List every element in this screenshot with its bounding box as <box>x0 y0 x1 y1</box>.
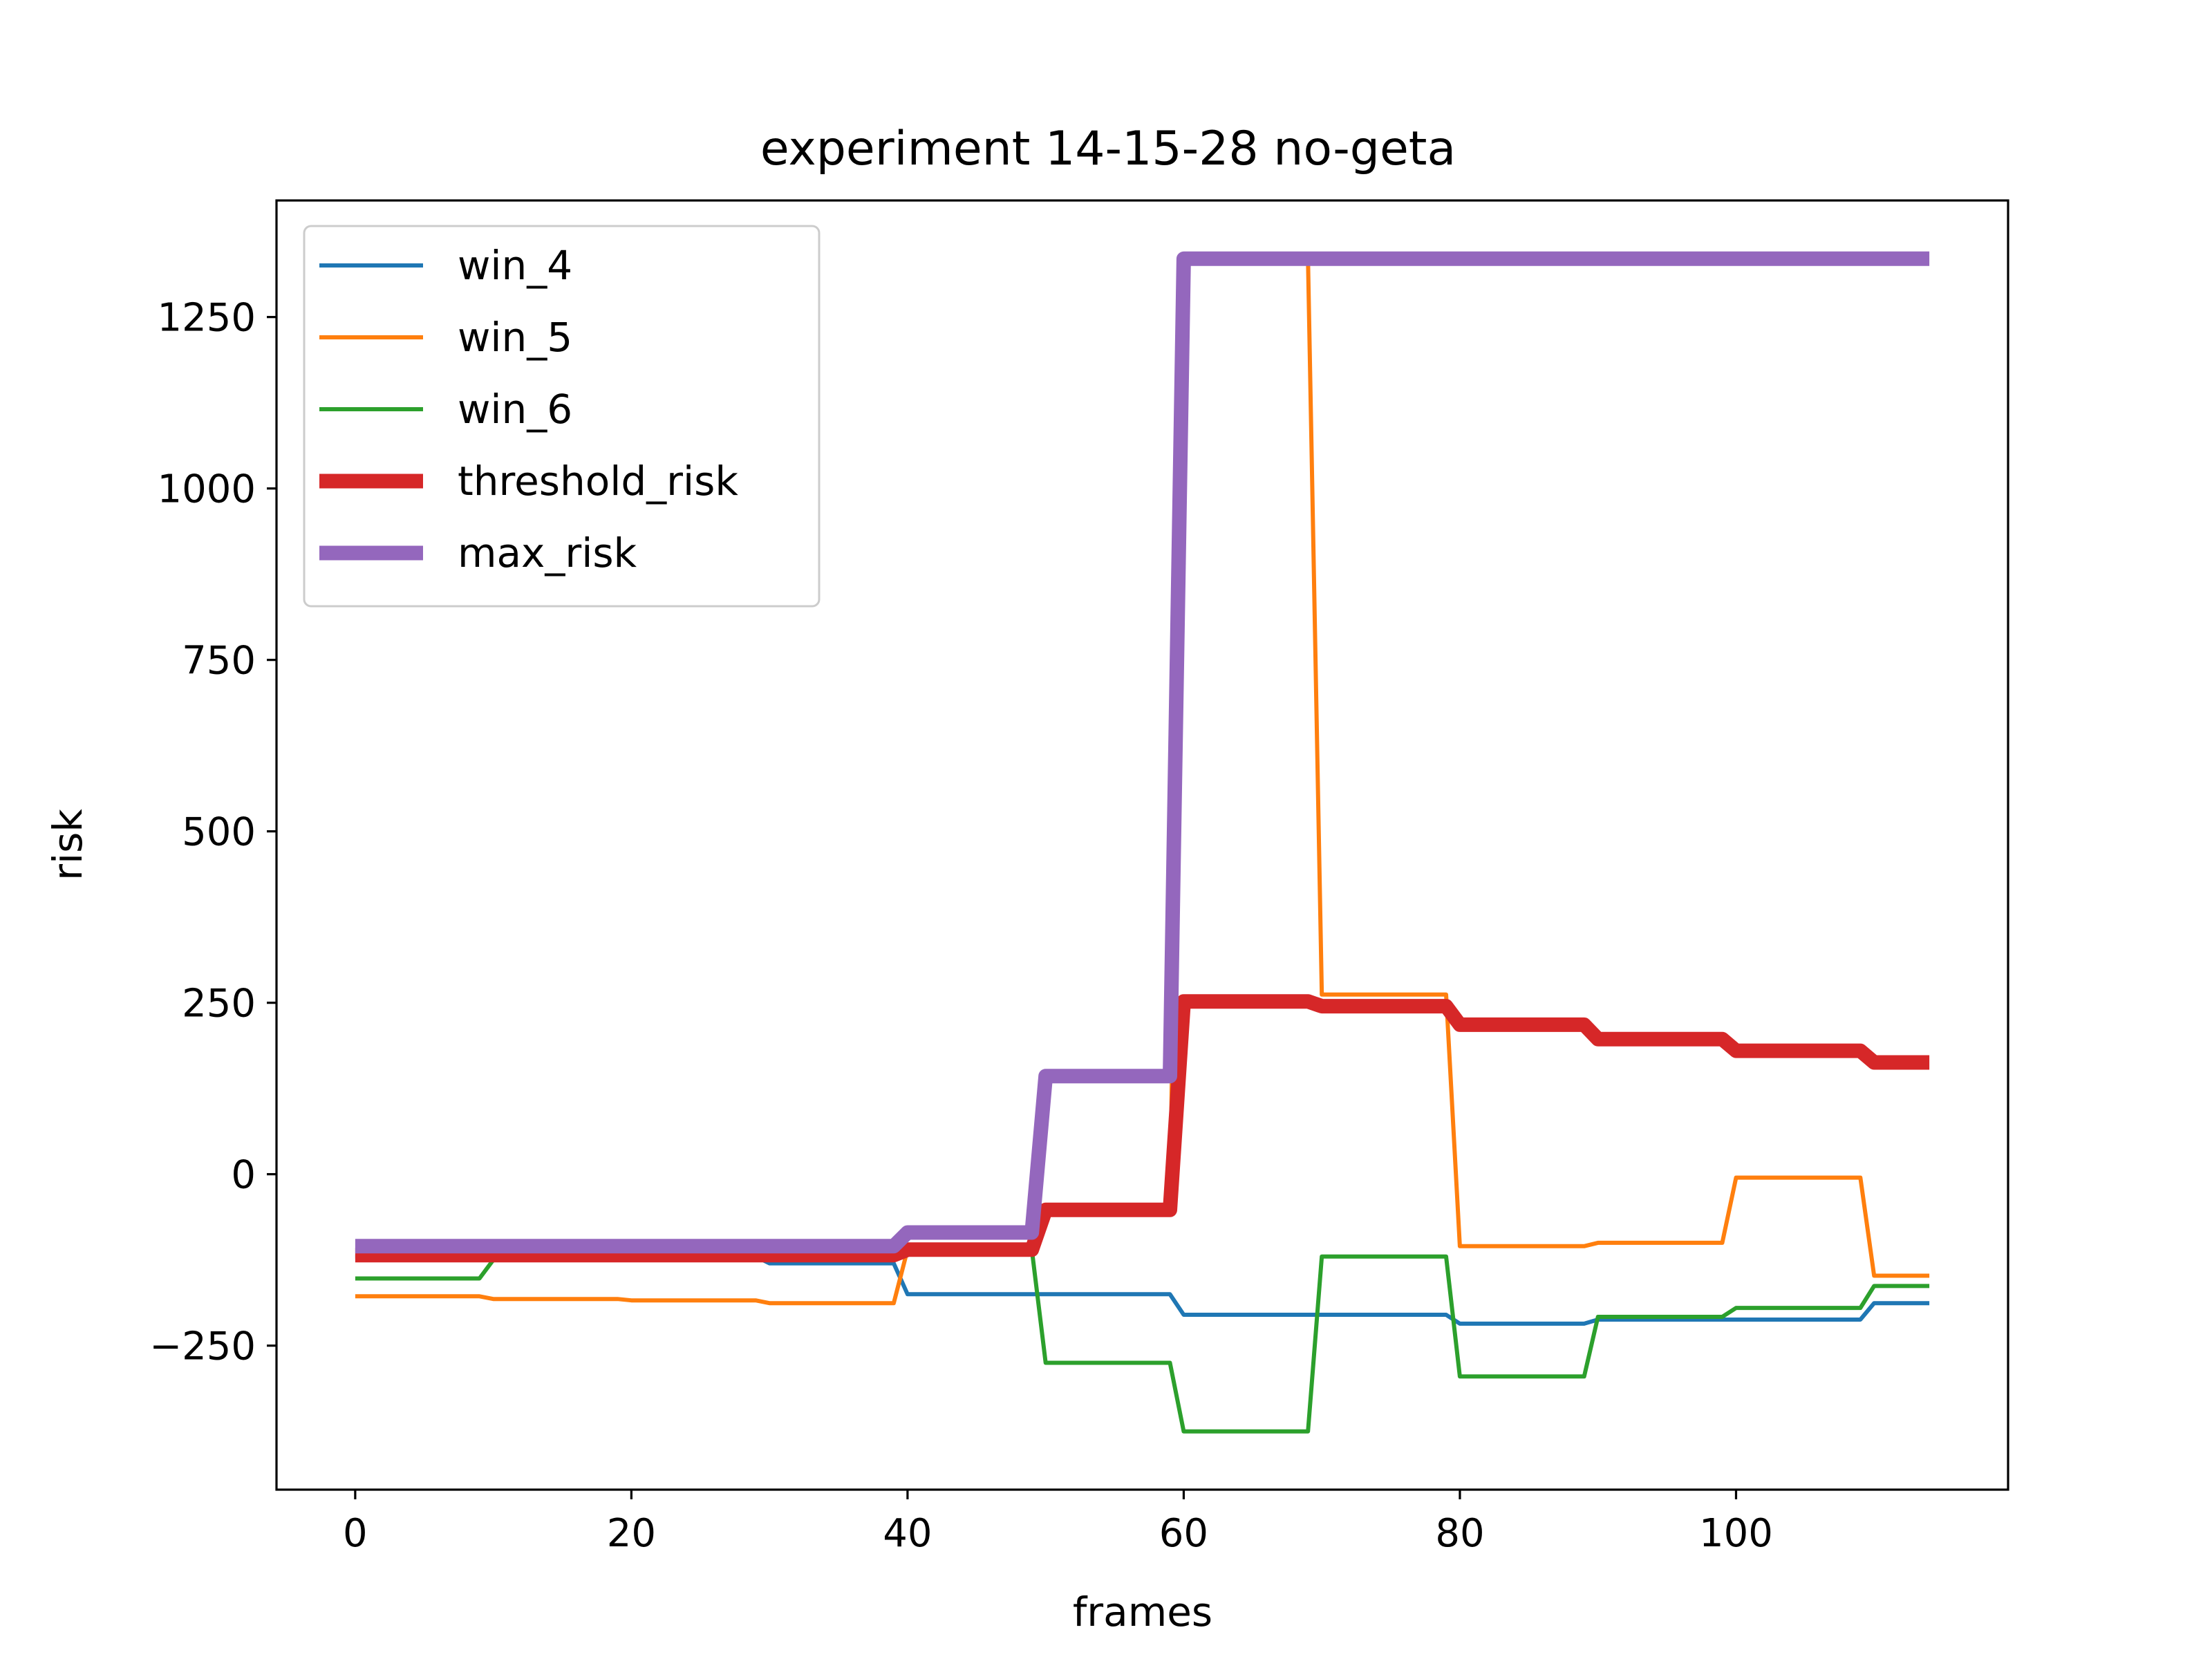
series-line-threshold-risk <box>355 994 1930 1263</box>
series-line-win-4 <box>355 1254 1930 1326</box>
x-tick-label: 80 <box>1435 1511 1484 1556</box>
plot-frame <box>275 199 2009 1491</box>
legend-label: win_5 <box>458 314 572 361</box>
y-tick-label: 1250 <box>157 296 256 341</box>
y-tick-label: 250 <box>182 982 256 1027</box>
x-tick-label: 0 <box>343 1511 368 1556</box>
legend-box <box>303 225 821 608</box>
y-axis: −250 0 250 500 750 1000 1250 <box>149 296 276 1369</box>
series-line-max-risk <box>355 251 1930 1254</box>
series-layer <box>355 251 1930 1434</box>
legend-label: threshold_risk <box>458 458 738 505</box>
y-tick-label: −250 <box>149 1324 256 1369</box>
y-tick-label: 750 <box>182 639 256 684</box>
x-axis-title: frames <box>1073 1588 1212 1635</box>
x-tick-label: 100 <box>1699 1511 1773 1556</box>
y-tick-label: 0 <box>231 1153 256 1198</box>
legend: win_4 win_5 win_6 threshold_risk max_risk <box>303 225 821 608</box>
x-tick-label: 60 <box>1159 1511 1208 1556</box>
legend-label: win_4 <box>458 242 572 289</box>
y-tick-label: 1000 <box>157 467 256 512</box>
y-axis-title: risk <box>44 809 91 881</box>
legend-label: max_risk <box>458 529 637 577</box>
y-tick-label: 500 <box>182 810 256 855</box>
x-tick-label: 20 <box>607 1511 656 1556</box>
x-axis: 0 20 40 60 80 100 <box>343 1490 1773 1556</box>
x-tick-label: 40 <box>883 1511 932 1556</box>
legend-label: win_6 <box>458 386 572 433</box>
chart-title: experiment 14-15-28 no-geta <box>760 122 1456 176</box>
